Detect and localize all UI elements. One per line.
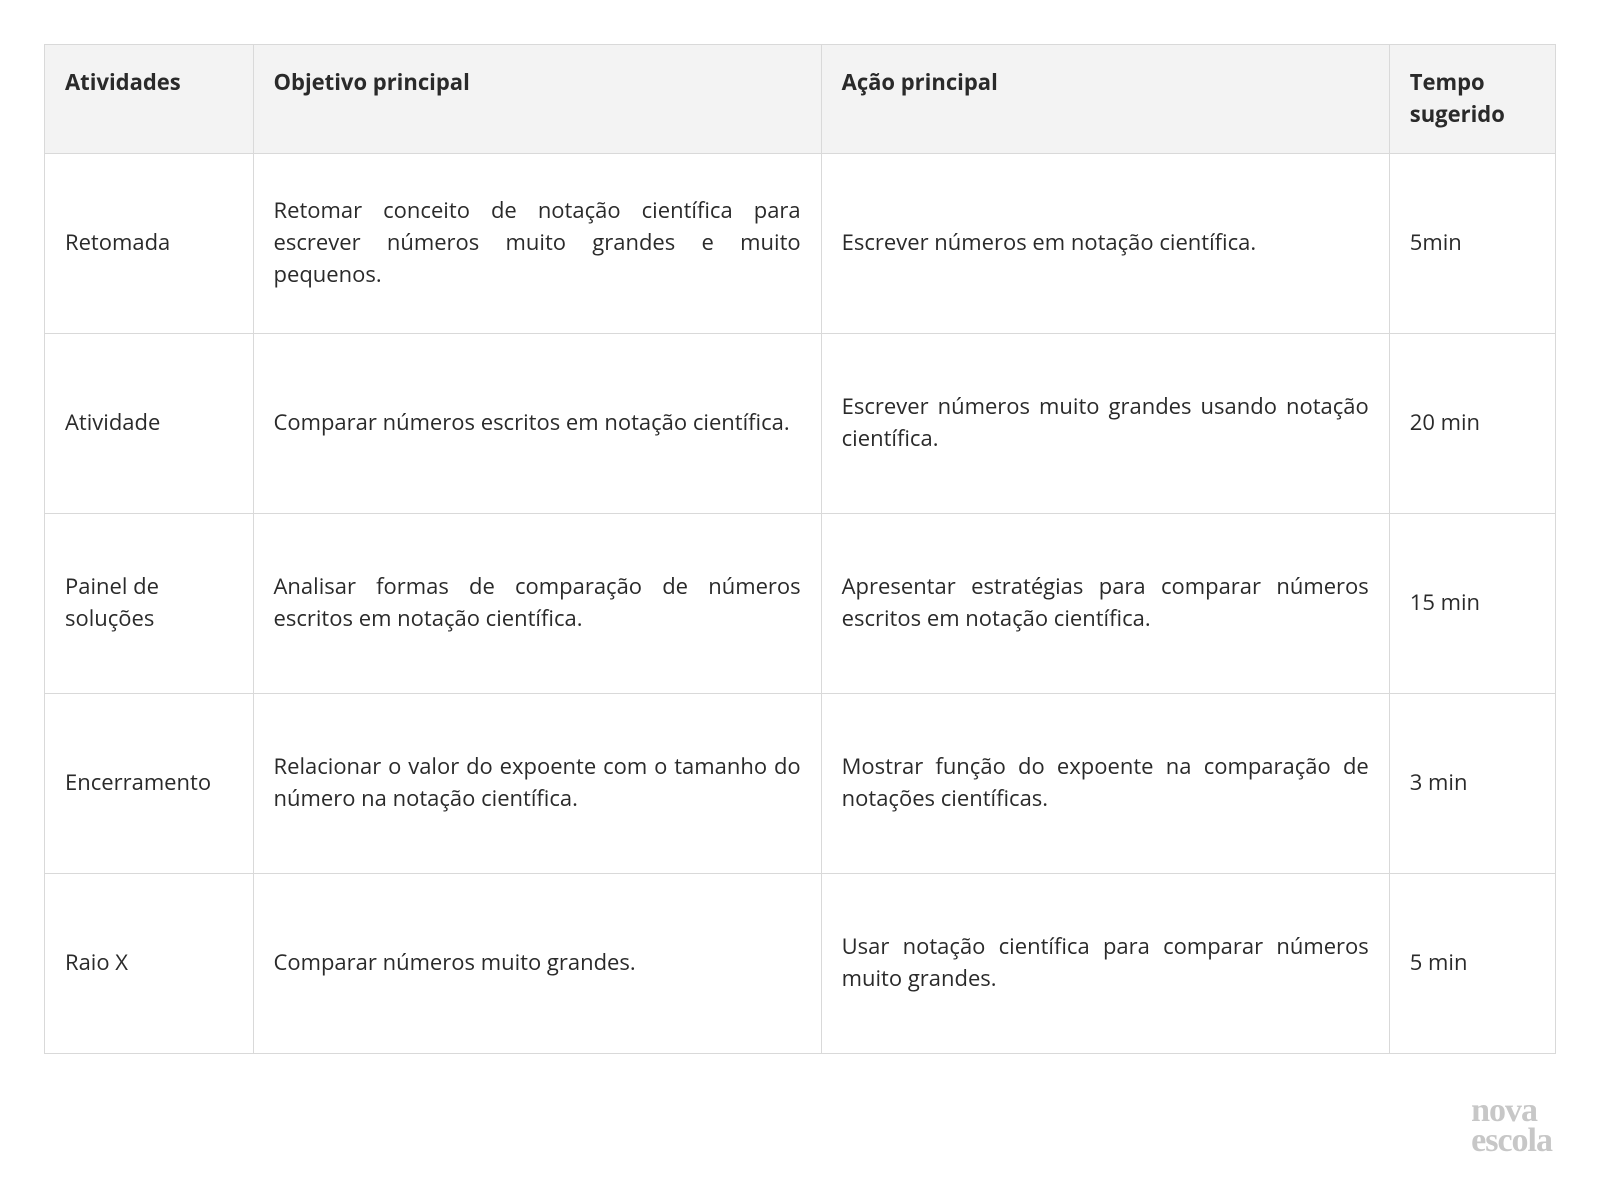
table-row: Retomada Retomar conceito de notação cie… [45, 153, 1556, 333]
cell-tempo: 5min [1389, 153, 1555, 333]
cell-atividades: Retomada [45, 153, 254, 333]
cell-acao: Apresentar estratégias para comparar núm… [821, 513, 1389, 693]
col-header-objetivo: Objetivo principal [253, 45, 821, 154]
table-row: Raio X Comparar números muito grandes. U… [45, 873, 1556, 1053]
table-row: Atividade Comparar números escritos em n… [45, 333, 1556, 513]
col-header-acao: Ação principal [821, 45, 1389, 154]
col-header-atividades: Atividades [45, 45, 254, 154]
table-header-row: Atividades Objetivo principal Ação princ… [45, 45, 1556, 154]
cell-objetivo: Retomar conceito de notação científica p… [253, 153, 821, 333]
cell-acao: Usar notação científica para comparar nú… [821, 873, 1389, 1053]
cell-objetivo: Comparar números muito grandes. [253, 873, 821, 1053]
table-row: Encerramento Relacionar o valor do expoe… [45, 693, 1556, 873]
nova-escola-logo: nova escola [1471, 1096, 1552, 1156]
cell-tempo: 20 min [1389, 333, 1555, 513]
cell-objetivo: Analisar formas de comparação de números… [253, 513, 821, 693]
cell-tempo: 15 min [1389, 513, 1555, 693]
cell-tempo: 3 min [1389, 693, 1555, 873]
cell-atividades: Raio X [45, 873, 254, 1053]
col-header-tempo: Tempo sugerido [1389, 45, 1555, 154]
cell-tempo: 5 min [1389, 873, 1555, 1053]
cell-acao: Escrever números muito grandes usando no… [821, 333, 1389, 513]
cell-atividades: Atividade [45, 333, 254, 513]
cell-atividades: Encerramento [45, 693, 254, 873]
cell-objetivo: Relacionar o valor do expoente com o tam… [253, 693, 821, 873]
table-row: Painel de soluções Analisar formas de co… [45, 513, 1556, 693]
cell-acao: Mostrar função do expoente na comparação… [821, 693, 1389, 873]
logo-line2: escola [1471, 1126, 1552, 1156]
cell-acao: Escrever números em notação científica. [821, 153, 1389, 333]
activities-table: Atividades Objetivo principal Ação princ… [44, 44, 1556, 1054]
cell-atividades: Painel de soluções [45, 513, 254, 693]
cell-objetivo: Comparar números escritos em notação cie… [253, 333, 821, 513]
